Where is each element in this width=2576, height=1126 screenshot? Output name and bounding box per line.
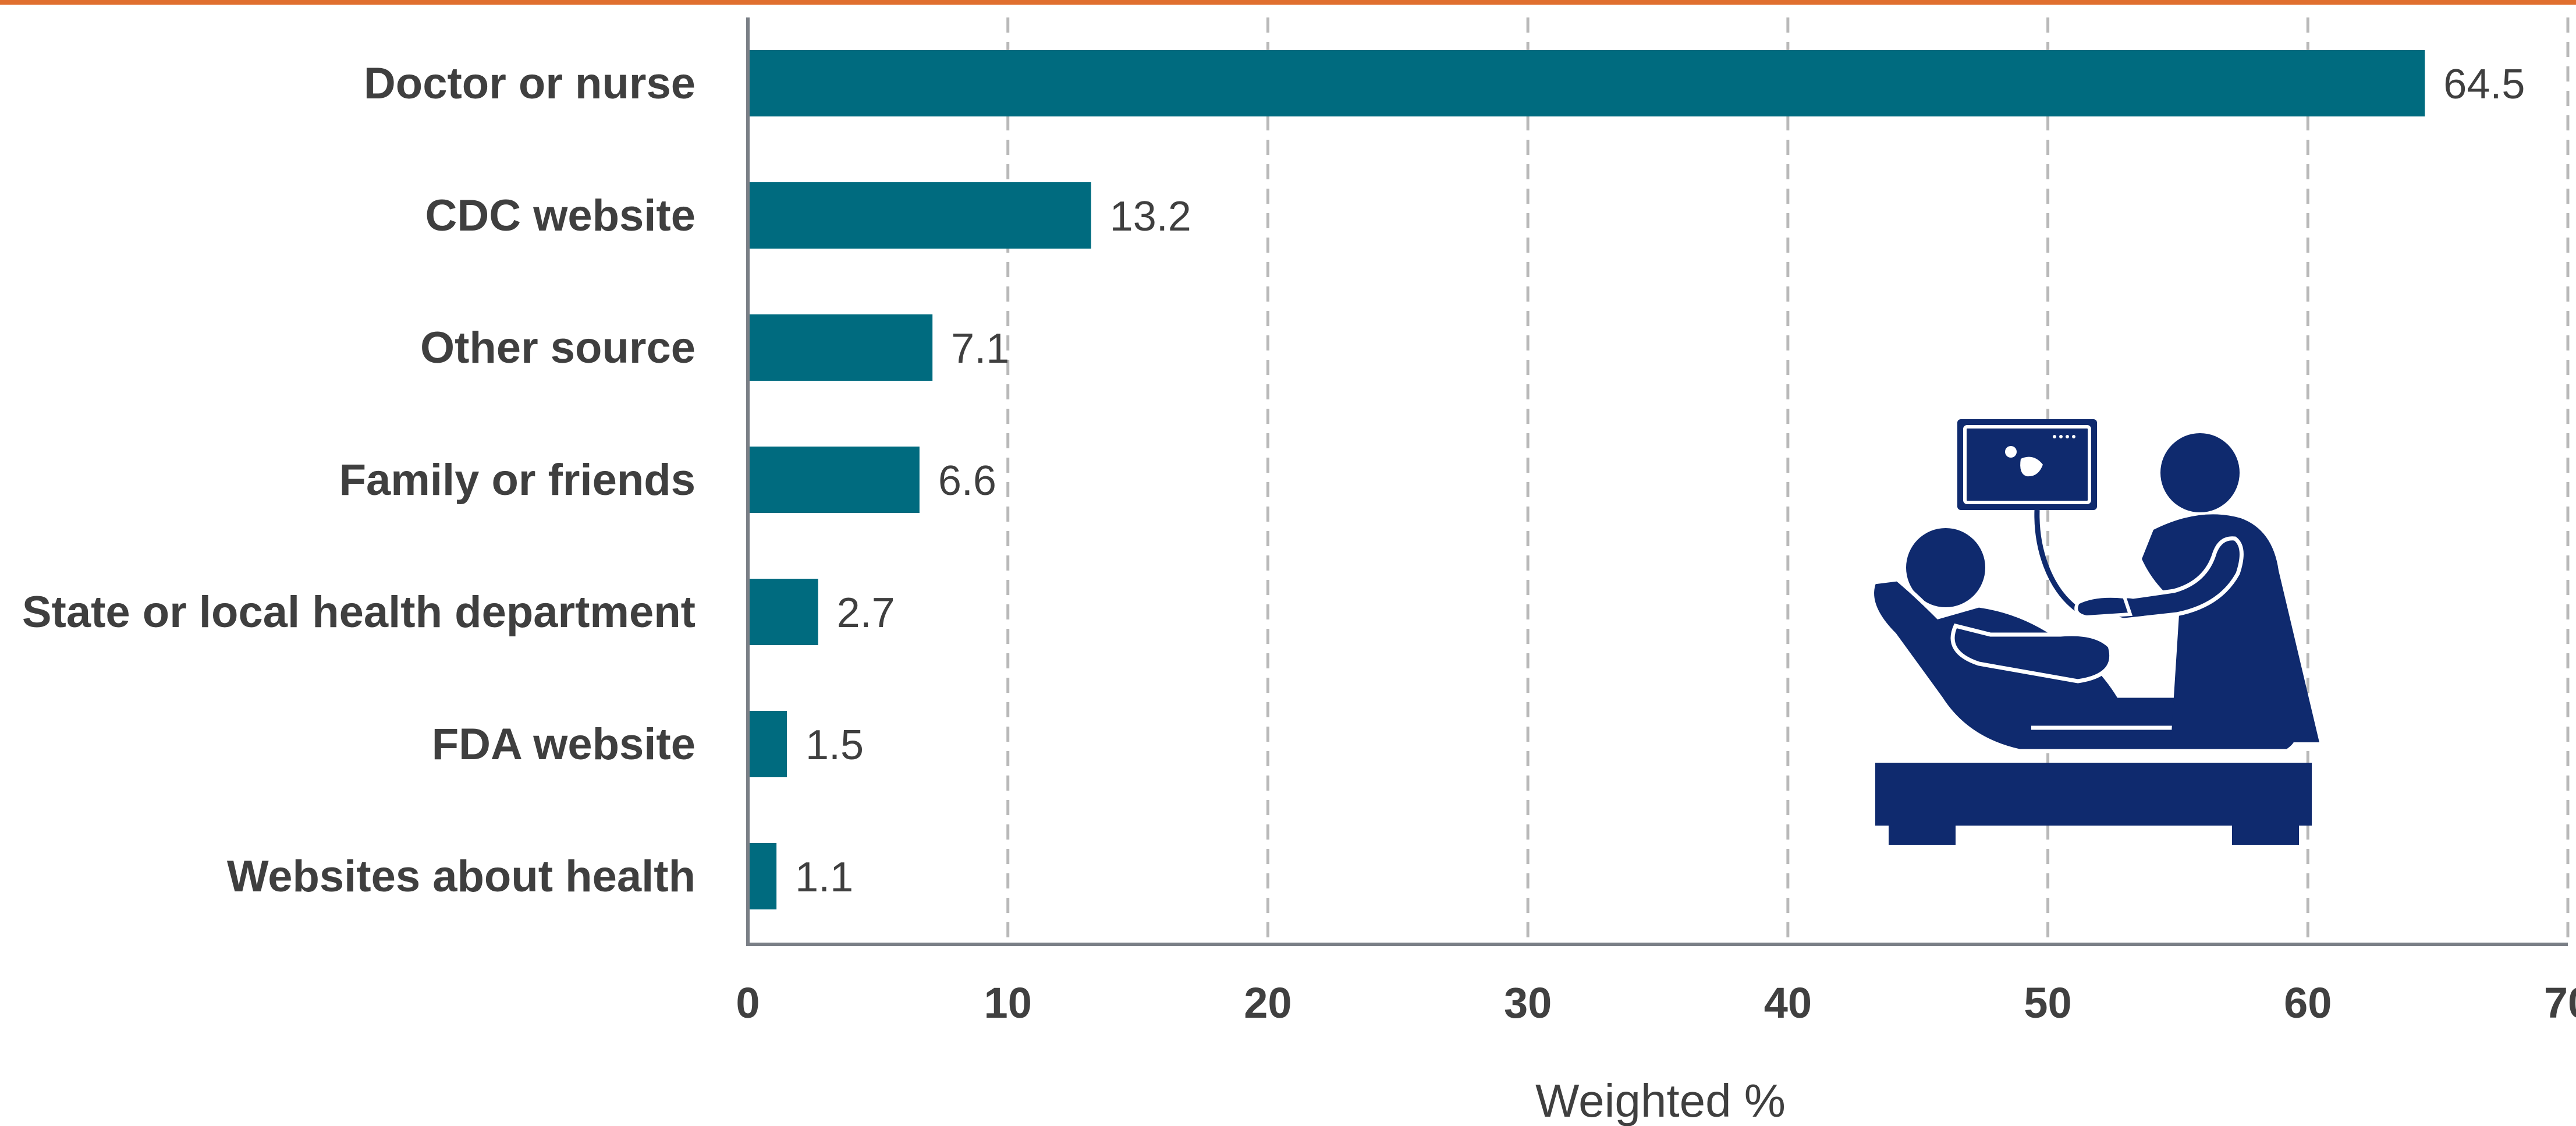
monitor-baby-head xyxy=(2005,446,2017,458)
x-tick-label-50: 50 xyxy=(2024,979,2071,1027)
x-tick-label-40: 40 xyxy=(1764,979,1812,1027)
category-label-6: Websites about health xyxy=(227,852,696,901)
technician-body xyxy=(2142,514,2319,742)
monitor-inner-frame xyxy=(1963,425,2091,504)
value-label-1: 13.2 xyxy=(1110,193,1191,240)
category-label-1: CDC website xyxy=(425,191,696,240)
value-label-6: 1.1 xyxy=(795,854,853,901)
value-label-4: 2.7 xyxy=(837,590,895,636)
bar-1 xyxy=(748,182,1091,249)
category-label-4: State or local health department xyxy=(22,587,696,637)
value-label-3: 6.6 xyxy=(938,458,996,504)
monitor-baby-body xyxy=(2020,456,2043,477)
bed-leg-right xyxy=(2232,824,2299,845)
patient-arm xyxy=(1950,623,2114,684)
bar-6 xyxy=(748,843,777,909)
bars xyxy=(748,50,2425,909)
technician-head xyxy=(2160,433,2240,512)
bar-5 xyxy=(748,711,787,777)
x-tick-labels: 0 10 20 30 40 50 60 70 xyxy=(736,979,2576,1027)
category-label-2: Other source xyxy=(420,323,696,373)
value-labels: 64.5 13.2 7.1 6.6 2.7 1.5 1.1 xyxy=(795,61,2525,901)
x-tick-label-30: 30 xyxy=(1504,979,1552,1027)
x-tick-label-10: 10 xyxy=(984,979,1032,1027)
probe-cable xyxy=(2034,509,2078,611)
category-labels: Doctor or nurse CDC website Other source Fa… xyxy=(22,59,696,901)
value-label-0: 64.5 xyxy=(2443,61,2525,108)
bar-4 xyxy=(748,579,818,645)
bed-leg-left xyxy=(1889,824,1956,845)
x-tick-label-70: 70 xyxy=(2544,979,2576,1027)
patient-head xyxy=(1906,528,1985,607)
value-label-5: 1.5 xyxy=(806,722,864,769)
axes xyxy=(746,17,2568,946)
monitor-dot-3 xyxy=(2066,435,2069,438)
ultrasound-exam-icon xyxy=(1870,419,2319,845)
x-tick-label-0: 0 xyxy=(736,979,760,1027)
bar-2 xyxy=(748,314,933,381)
bar-3 xyxy=(748,447,920,513)
x-tick-label-60: 60 xyxy=(2284,979,2332,1027)
monitor-dot-4 xyxy=(2072,435,2075,438)
technician-hand xyxy=(2074,594,2133,619)
category-label-3: Family or friends xyxy=(339,455,696,505)
bed-platform xyxy=(1875,763,2312,826)
top-accent-rule xyxy=(0,0,2576,5)
gridlines xyxy=(1006,17,2570,944)
monitor-dot-1 xyxy=(2053,435,2056,438)
value-label-2: 7.1 xyxy=(951,325,1009,372)
x-axis-title: Weighted % xyxy=(1535,1075,1786,1126)
category-label-0: Doctor or nurse xyxy=(364,59,696,108)
category-label-5: FDA website xyxy=(432,720,696,769)
monitor-dot-2 xyxy=(2059,435,2063,438)
x-tick-label-20: 20 xyxy=(1244,979,1291,1027)
bar-0 xyxy=(748,50,2425,116)
